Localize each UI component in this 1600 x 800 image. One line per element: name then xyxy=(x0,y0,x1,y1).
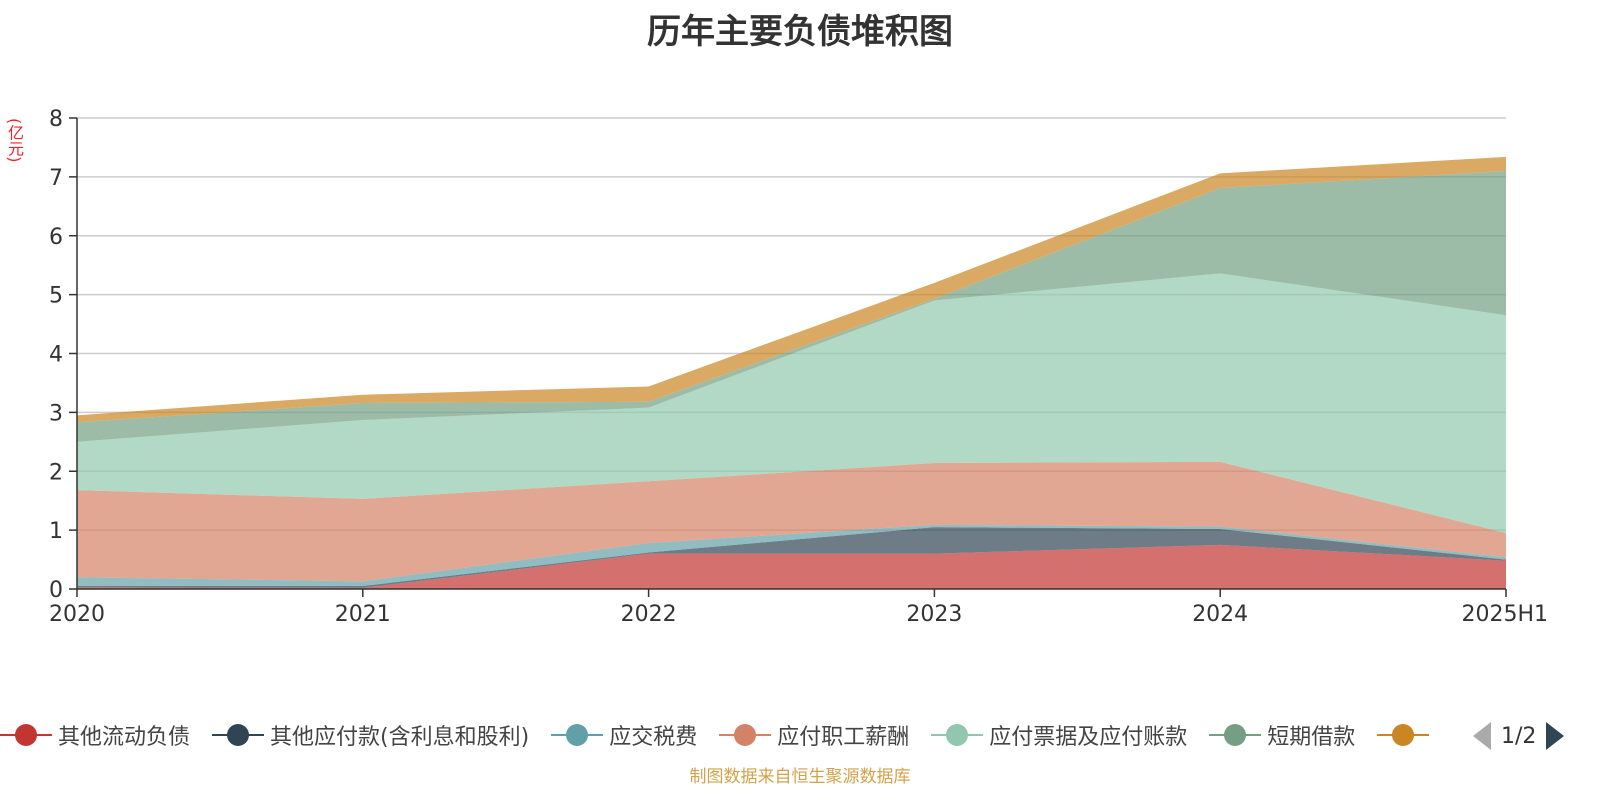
data-source-footer: 制图数据来自恒生聚源数据库 xyxy=(689,767,911,787)
legend-next-page-icon[interactable] xyxy=(1546,722,1565,750)
area-series-0[interactable] xyxy=(77,544,1506,589)
x-tick-label: 2024 xyxy=(1192,602,1248,627)
area-series-4[interactable] xyxy=(77,273,1506,534)
legend-prev-page-icon[interactable] xyxy=(1473,722,1491,750)
chart-legend: 其他流动负债 其他应付款(含利息和股利) 应交税费 应付职工薪酬 应付票据及应付账款 短期… xyxy=(0,718,1460,752)
legend-marker-icon xyxy=(1209,718,1262,752)
y-tick-label: 2 xyxy=(49,460,63,485)
area-series-1[interactable] xyxy=(77,527,1506,588)
y-tick-label: 8 xyxy=(49,107,63,132)
legend-item-2[interactable]: 应交税费 xyxy=(551,718,697,752)
legend-label: 应交税费 xyxy=(609,725,698,750)
legend-marker-icon xyxy=(719,718,772,752)
legend-page-indicator: 1/2 xyxy=(1501,723,1537,749)
legend-label: 应付票据及应付账款 xyxy=(989,725,1188,750)
x-tick-label: 2025H1 xyxy=(1461,602,1548,627)
y-axis-unit: (亿元) xyxy=(5,118,24,163)
legend-item-6[interactable] xyxy=(1377,718,1430,752)
legend-marker-icon xyxy=(551,718,604,752)
legend-label: 其他应付款(含利息和股利) xyxy=(270,725,530,750)
legend-marker-icon xyxy=(0,718,52,752)
y-tick-label: 5 xyxy=(49,284,63,309)
y-tick-label: 4 xyxy=(49,343,63,368)
x-tick-label: 2020 xyxy=(49,602,105,627)
area-layers xyxy=(77,156,1506,589)
x-tick-label: 2021 xyxy=(335,602,391,627)
y-tick-label: 0 xyxy=(49,578,63,603)
x-tick-label: 2023 xyxy=(906,602,962,627)
legend-marker-icon xyxy=(1377,718,1430,752)
legend-marker-icon xyxy=(212,718,265,752)
legend-label: 短期借款 xyxy=(1267,725,1356,750)
legend-item-5[interactable]: 短期借款 xyxy=(1209,718,1355,752)
stacked-area-chart: 0 1 2 3 4 5 6 7 8 2020 2021 2022 2023 2024 2025H1 xyxy=(49,107,1548,627)
legend-label: 应付职工薪酬 xyxy=(777,725,910,750)
area-series-3[interactable] xyxy=(77,461,1506,582)
legend-item-3[interactable]: 应付职工薪酬 xyxy=(719,718,909,752)
y-tick-label: 7 xyxy=(49,166,63,191)
legend-item-1[interactable]: 其他应付款(含利息和股利) xyxy=(212,718,529,752)
legend-item-4[interactable]: 应付票据及应付账款 xyxy=(931,718,1187,752)
legend-marker-icon xyxy=(931,718,984,752)
legend-item-0[interactable]: 其他流动负债 xyxy=(0,718,190,752)
x-tick-label: 2022 xyxy=(621,602,677,627)
area-series-5[interactable] xyxy=(77,170,1506,442)
area-series-2[interactable] xyxy=(77,524,1506,587)
y-tick-label: 3 xyxy=(49,401,63,426)
legend-label: 其他流动负债 xyxy=(58,725,191,750)
chart-title: 历年主要负债堆积图 xyxy=(647,12,953,52)
y-tick-label: 6 xyxy=(49,225,63,250)
legend-pager: 1/2 xyxy=(1473,720,1600,752)
y-tick-label: 1 xyxy=(49,519,63,544)
